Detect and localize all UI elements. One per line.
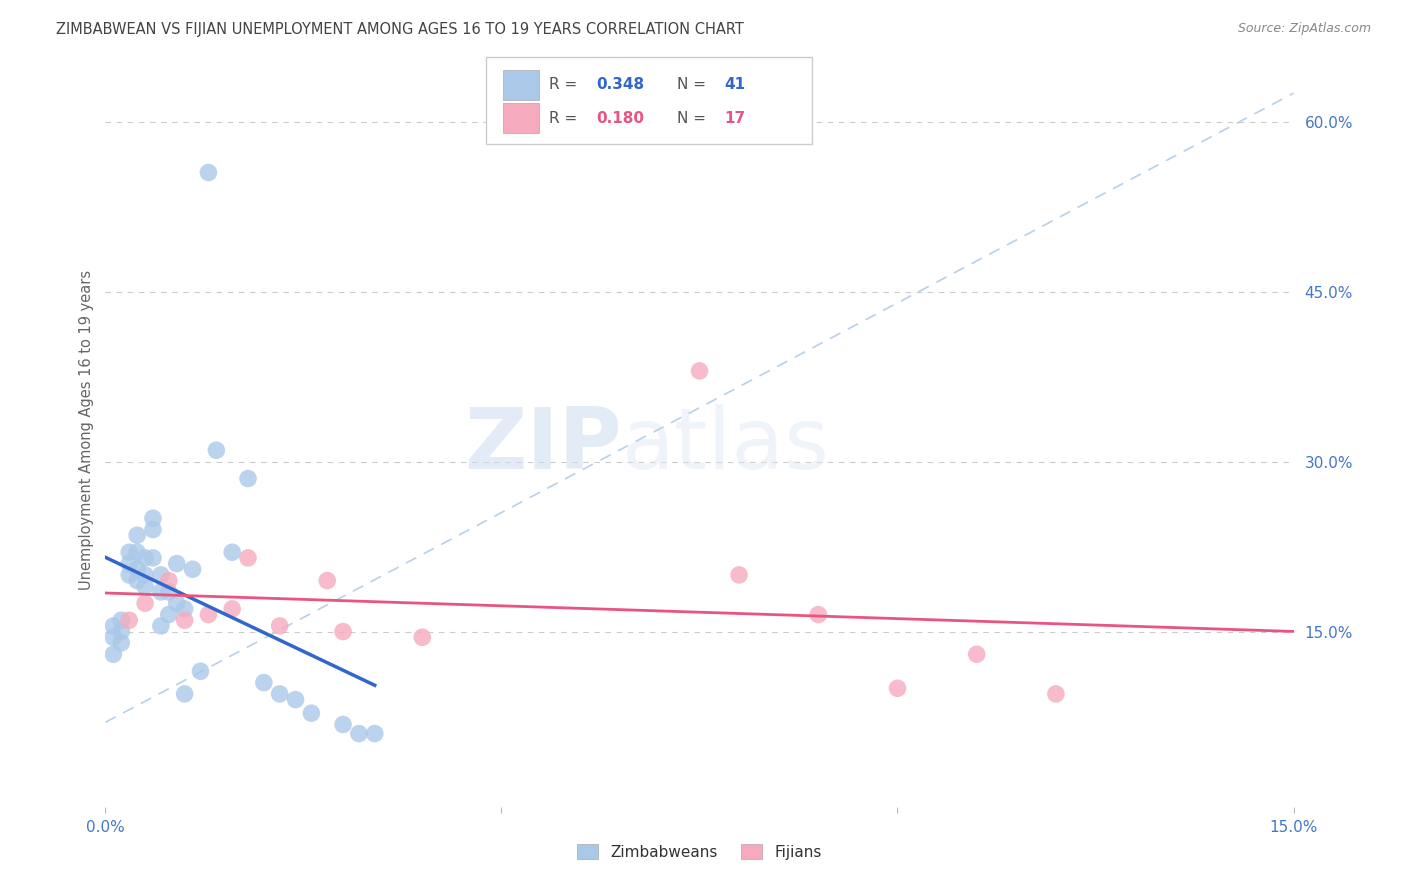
Text: 17: 17 — [724, 111, 745, 126]
Point — [118, 613, 141, 627]
Point — [689, 364, 711, 378]
Y-axis label: Unemployment Among Ages 16 to 19 years: Unemployment Among Ages 16 to 19 years — [79, 270, 94, 591]
Text: N =: N = — [676, 78, 706, 92]
Bar — [503, 103, 538, 133]
Text: N =: N = — [676, 111, 706, 126]
Text: ZIP: ZIP — [464, 404, 623, 487]
Point — [134, 568, 156, 582]
Text: 41: 41 — [724, 78, 745, 92]
Point — [197, 607, 219, 622]
Point — [205, 443, 228, 458]
Point — [221, 602, 243, 616]
Point — [103, 647, 125, 661]
Text: R =: R = — [548, 111, 576, 126]
Point — [166, 557, 188, 571]
Point — [103, 630, 125, 644]
Point — [149, 585, 172, 599]
Point — [110, 624, 132, 639]
Point — [316, 574, 339, 588]
Point — [142, 550, 165, 565]
Point — [103, 619, 125, 633]
Point — [269, 687, 291, 701]
Point — [886, 681, 908, 696]
Point — [110, 636, 132, 650]
Point — [110, 613, 132, 627]
Text: 0.180: 0.180 — [596, 111, 644, 126]
Point — [1045, 687, 1067, 701]
Point — [966, 647, 988, 661]
Point — [173, 687, 195, 701]
Legend: Zimbabweans, Fijians: Zimbabweans, Fijians — [569, 836, 830, 867]
FancyBboxPatch shape — [485, 57, 813, 144]
Point — [411, 630, 433, 644]
Point — [149, 619, 172, 633]
Point — [142, 523, 165, 537]
Point — [253, 675, 276, 690]
Point — [134, 596, 156, 610]
Point — [134, 550, 156, 565]
Text: Source: ZipAtlas.com: Source: ZipAtlas.com — [1237, 22, 1371, 36]
Point — [284, 692, 307, 706]
Point — [269, 619, 291, 633]
Point — [149, 568, 172, 582]
Point — [127, 545, 149, 559]
Text: atlas: atlas — [623, 404, 831, 487]
Point — [142, 511, 165, 525]
Point — [173, 613, 195, 627]
Point — [157, 585, 180, 599]
Text: R =: R = — [548, 78, 576, 92]
Point — [236, 472, 259, 486]
Point — [236, 550, 259, 565]
Point — [134, 579, 156, 593]
Point — [127, 528, 149, 542]
Point — [190, 665, 212, 679]
Point — [197, 165, 219, 179]
Text: 0.348: 0.348 — [596, 78, 644, 92]
Point — [221, 545, 243, 559]
Point — [332, 624, 354, 639]
Text: ZIMBABWEAN VS FIJIAN UNEMPLOYMENT AMONG AGES 16 TO 19 YEARS CORRELATION CHART: ZIMBABWEAN VS FIJIAN UNEMPLOYMENT AMONG … — [56, 22, 744, 37]
Point — [728, 568, 751, 582]
Point — [173, 602, 195, 616]
Bar — [503, 70, 538, 100]
Point — [347, 726, 370, 740]
Point — [181, 562, 204, 576]
Point — [127, 574, 149, 588]
Point — [364, 726, 387, 740]
Point — [118, 557, 141, 571]
Point — [332, 717, 354, 731]
Point — [166, 596, 188, 610]
Point — [127, 562, 149, 576]
Point — [157, 607, 180, 622]
Point — [118, 545, 141, 559]
Point — [118, 568, 141, 582]
Point — [807, 607, 830, 622]
Point — [299, 706, 322, 721]
Point — [157, 574, 180, 588]
